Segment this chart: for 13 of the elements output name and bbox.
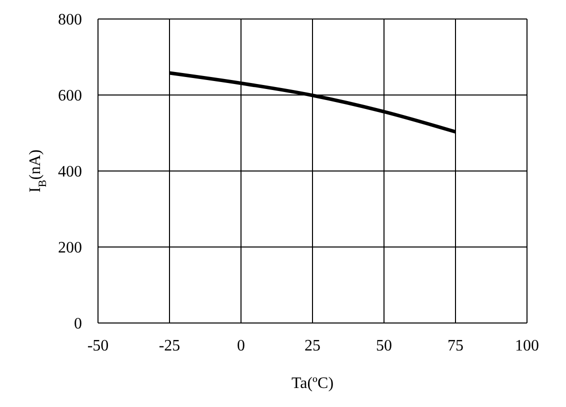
x-tick-label: 50 [376,337,392,354]
y-tick-label: 0 [74,316,82,333]
x-tick-label: 25 [304,337,320,354]
x-tick-label: 75 [448,337,464,354]
x-tick-label: 0 [237,337,245,354]
x-axis-title: Ta(ºC) [291,375,334,392]
x-tick-label: -50 [87,337,109,354]
y-tick-label: 800 [58,12,82,29]
y-tick-label: 600 [58,88,82,105]
y-tick-label: 200 [58,240,82,257]
y-tick-label: 400 [58,164,82,181]
x-tick-label: 100 [515,337,539,354]
x-tick-label: -25 [158,337,180,354]
